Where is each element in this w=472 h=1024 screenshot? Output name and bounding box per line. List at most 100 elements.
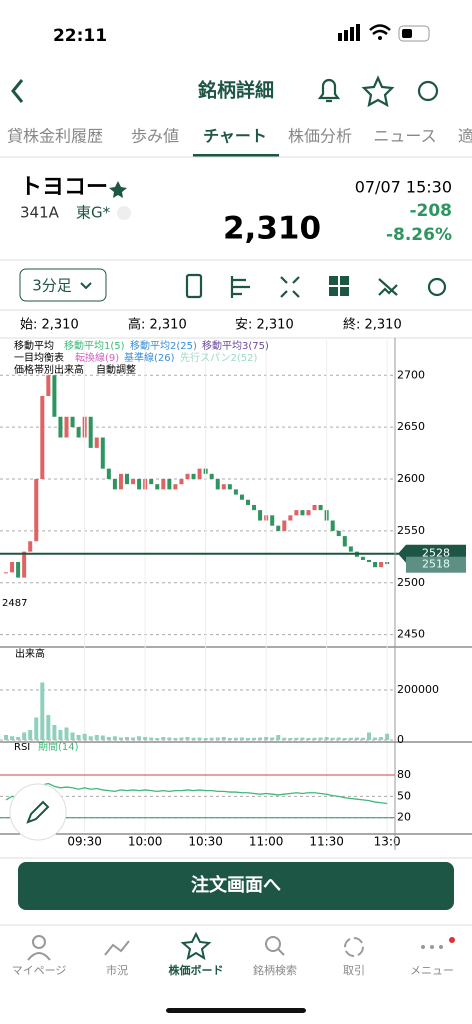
- candle: [161, 479, 166, 490]
- candle: [10, 562, 15, 573]
- candle: [252, 504, 257, 511]
- candle: [173, 484, 178, 490]
- market-dropdown[interactable]: [117, 206, 131, 220]
- legend-text: 移動平均: [14, 339, 54, 352]
- expand-icon[interactable]: [280, 276, 300, 298]
- home-indicator: [166, 1008, 306, 1013]
- candle: [258, 510, 263, 521]
- nav-item[interactable]: メニュー: [410, 964, 454, 977]
- volume-title: 出来高: [15, 647, 45, 660]
- volume-bar: [264, 737, 269, 740]
- tab[interactable]: ニュース: [373, 127, 436, 146]
- candle: [336, 530, 341, 537]
- tab[interactable]: 歩み値: [131, 127, 179, 146]
- volume-bar: [52, 725, 57, 740]
- candle: [118, 473, 123, 490]
- candle: [34, 479, 39, 542]
- nav-item-active[interactable]: 株価ボード: [169, 963, 224, 977]
- volume-bar: [64, 727, 69, 740]
- tab[interactable]: 適: [458, 127, 472, 146]
- alert-icon[interactable]: [317, 78, 341, 103]
- volume-bar: [239, 737, 244, 740]
- volume-bar: [306, 738, 311, 740]
- volume-bar: [185, 737, 190, 740]
- profile-icon[interactable]: [230, 276, 250, 298]
- candle: [125, 473, 129, 485]
- candle: [239, 494, 244, 500]
- tab[interactable]: 株価分析: [288, 127, 352, 146]
- order-button[interactable]: [18, 862, 454, 910]
- tabs: 貸株金利履歴 歩み値 チャート 株価分析 ニュース 適: [7, 127, 472, 146]
- candle: [209, 473, 214, 480]
- y-tick-label: 2450: [397, 628, 425, 641]
- rsi-period: 期間(14): [38, 741, 79, 753]
- candle: [179, 479, 184, 485]
- change-pct: -8.26%: [386, 225, 452, 245]
- candle: [246, 499, 250, 505]
- candle: [379, 562, 384, 568]
- tab-active[interactable]: チャート: [203, 127, 267, 146]
- volume-bar: [40, 682, 45, 740]
- candle: [155, 484, 160, 490]
- volume-bar: [318, 737, 323, 740]
- pencil-icon: [26, 800, 50, 824]
- settings-icon[interactable]: [417, 80, 439, 102]
- legend-text: 基準線(26): [124, 351, 175, 364]
- candle: [300, 510, 305, 516]
- y-tick-label: 80: [397, 768, 411, 781]
- gear-icon[interactable]: [427, 277, 447, 297]
- legend-text: 一目均衡表: [14, 351, 64, 364]
- rotate-icon[interactable]: [185, 273, 203, 299]
- layout-icon[interactable]: [329, 276, 349, 296]
- indicator-icon[interactable]: [378, 278, 398, 296]
- volume-bar: [215, 737, 220, 740]
- volume-bar: [167, 737, 172, 740]
- volume-bar: [330, 737, 335, 740]
- nav-item[interactable]: 銘柄検索: [253, 963, 297, 977]
- x-tick-label: 11:30: [309, 835, 344, 849]
- last-price-tag: [406, 556, 466, 573]
- draw-button[interactable]: [9, 783, 67, 841]
- candle: [191, 473, 196, 480]
- candle: [88, 416, 93, 448]
- volume-bar: [379, 737, 384, 740]
- volume-bar: [143, 737, 148, 740]
- volume-bar: [373, 737, 378, 740]
- candle: [22, 551, 27, 578]
- last-price-label: 2518: [422, 558, 450, 571]
- interval-dropdown[interactable]: [19, 268, 107, 302]
- candle: [288, 515, 293, 521]
- volume-bar: [155, 738, 160, 740]
- volume-bar: [367, 732, 371, 740]
- candle: [149, 479, 154, 485]
- stock-code: 341A: [20, 204, 60, 222]
- legend: 移動平均 移動平均1(5) 移動平均2(25) 移動平均3(75) 一目均衡表 …: [2, 339, 269, 753]
- volume-bar: [385, 733, 390, 740]
- tab[interactable]: 貸株金利履歴: [7, 127, 103, 146]
- legend-text: 自動調整: [96, 363, 136, 376]
- candle: [16, 562, 21, 578]
- volume-bar: [276, 735, 281, 740]
- candle: [46, 375, 51, 397]
- candle: [306, 510, 311, 516]
- price: 2,310: [223, 211, 321, 247]
- back-button[interactable]: [11, 79, 24, 103]
- volume-bar: [246, 738, 250, 740]
- y-tick-label: 50: [397, 789, 411, 802]
- nav-item[interactable]: マイページ: [12, 964, 67, 977]
- nav-item[interactable]: 取引: [343, 963, 365, 977]
- y-tick-label: 2550: [397, 524, 425, 537]
- candle: [348, 546, 353, 552]
- nav-item[interactable]: 市況: [106, 963, 128, 977]
- volume-bar: [4, 735, 8, 740]
- favorite-icon[interactable]: [361, 75, 395, 108]
- volume-bar: [149, 737, 154, 740]
- stock-market: 東G*: [76, 204, 111, 222]
- volume-bar: [360, 737, 365, 740]
- y-tick-label: 2600: [397, 472, 425, 485]
- star[interactable]: [109, 181, 127, 198]
- candle: [64, 416, 69, 438]
- volume-bar: [34, 717, 39, 740]
- rsi-title: RSI: [14, 742, 30, 753]
